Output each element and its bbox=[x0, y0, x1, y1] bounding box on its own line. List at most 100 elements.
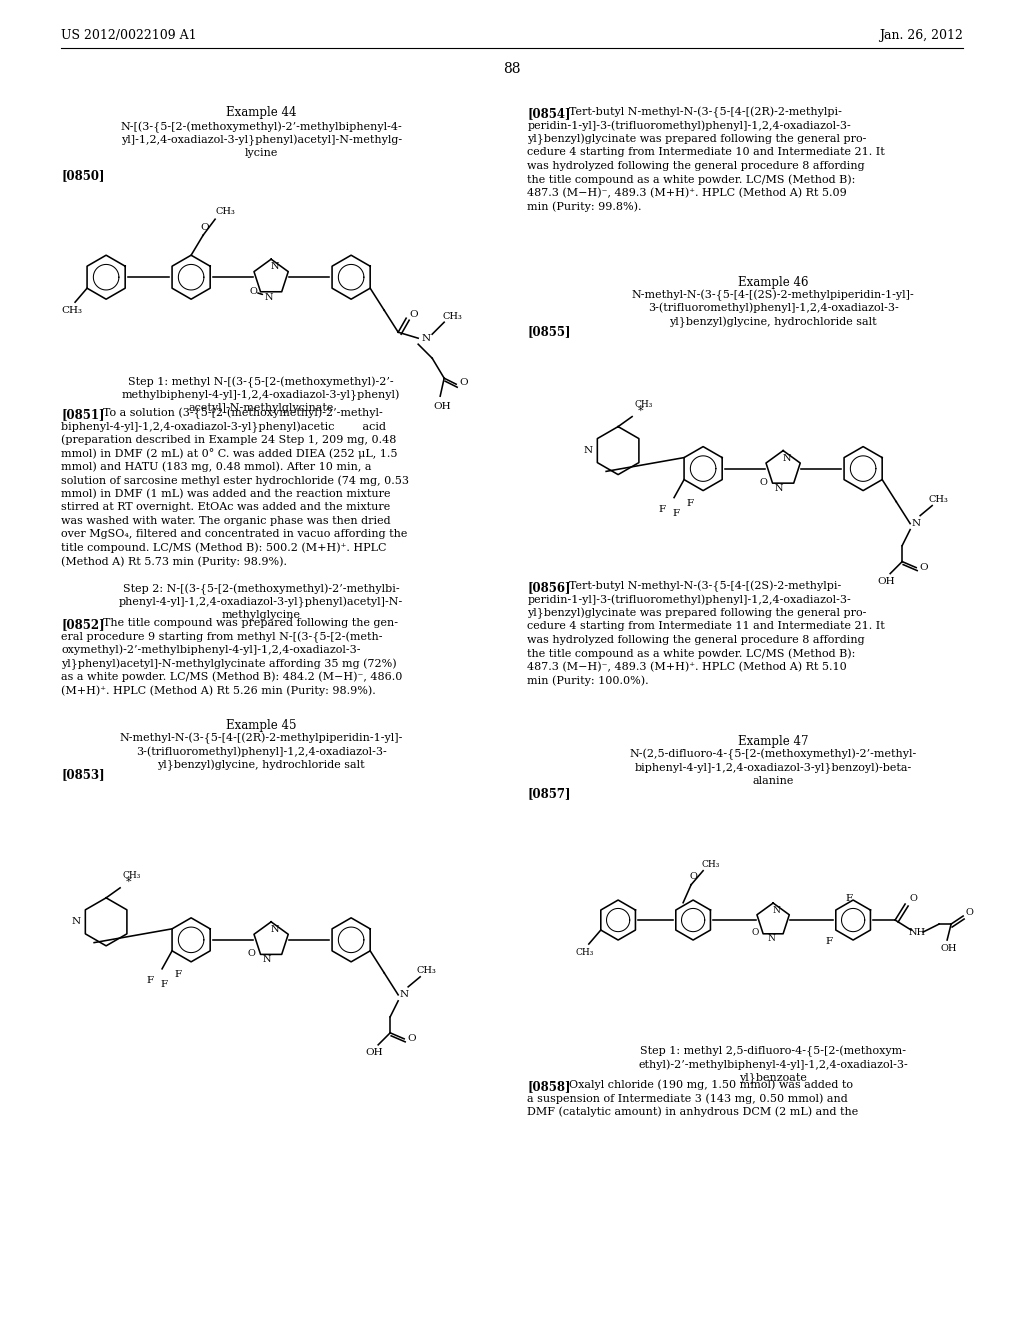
Text: biphenyl-4-yl]-1,2,4-oxadiazol-3-yl}phenyl)acetic        acid: biphenyl-4-yl]-1,2,4-oxadiazol-3-yl}phen… bbox=[61, 421, 386, 433]
Text: (Method A) Rt 5.73 min (Purity: 98.9%).: (Method A) Rt 5.73 min (Purity: 98.9%). bbox=[61, 557, 288, 568]
Text: yl}benzyl)glycine, hydrochloride salt: yl}benzyl)glycine, hydrochloride salt bbox=[158, 760, 365, 771]
Text: O: O bbox=[460, 378, 469, 387]
Text: mmol) and HATU (183 mg, 0.48 mmol). After 10 min, a: mmol) and HATU (183 mg, 0.48 mmol). Afte… bbox=[61, 462, 372, 473]
Text: alanine: alanine bbox=[753, 776, 794, 785]
Text: [0850]: [0850] bbox=[61, 169, 104, 182]
Text: O: O bbox=[408, 1035, 417, 1043]
Text: (M+H)⁺. HPLC (Method A) Rt 5.26 min (Purity: 98.9%).: (M+H)⁺. HPLC (Method A) Rt 5.26 min (Pur… bbox=[61, 685, 376, 696]
Text: N: N bbox=[767, 933, 775, 942]
Text: CH₃: CH₃ bbox=[635, 400, 653, 409]
Text: N: N bbox=[422, 334, 431, 343]
Text: methylbiphenyl-4-yl]-1,2,4-oxadiazol-3-yl}phenyl): methylbiphenyl-4-yl]-1,2,4-oxadiazol-3-y… bbox=[122, 389, 400, 401]
Text: CH₃: CH₃ bbox=[928, 495, 948, 504]
Text: O: O bbox=[752, 928, 759, 937]
Text: N-(2,5-difluoro-4-{5-[2-(methoxymethyl)-2’-methyl-: N-(2,5-difluoro-4-{5-[2-(methoxymethyl)-… bbox=[630, 748, 916, 760]
Text: (preparation described in Example 24 Step 1, 209 mg, 0.48: (preparation described in Example 24 Ste… bbox=[61, 434, 397, 445]
Text: F: F bbox=[161, 981, 168, 990]
Text: yl}benzoate: yl}benzoate bbox=[739, 1072, 807, 1084]
Text: Example 46: Example 46 bbox=[738, 276, 808, 289]
Text: mmol) in DMF (2 mL) at 0° C. was added DIEA (252 μL, 1.5: mmol) in DMF (2 mL) at 0° C. was added D… bbox=[61, 449, 398, 459]
Text: [0856]: [0856] bbox=[527, 581, 570, 594]
Text: yl}phenyl)acetyl]-N-methylglycinate affording 35 mg (72%): yl}phenyl)acetyl]-N-methylglycinate affo… bbox=[61, 659, 397, 669]
Text: ethyl)-2’-methylbiphenyl-4-yl]-1,2,4-oxadiazol-3-: ethyl)-2’-methylbiphenyl-4-yl]-1,2,4-oxa… bbox=[638, 1059, 908, 1069]
Text: F: F bbox=[686, 499, 693, 508]
Text: [0854]: [0854] bbox=[527, 107, 570, 120]
Text: F: F bbox=[846, 894, 853, 903]
Text: Step 2: N-[(3-{5-[2-(methoxymethyl)-2’-methylbi-: Step 2: N-[(3-{5-[2-(methoxymethyl)-2’-m… bbox=[123, 583, 399, 595]
Text: CH₃: CH₃ bbox=[123, 871, 141, 880]
Text: O: O bbox=[201, 223, 210, 232]
Text: N-methyl-N-(3-{5-[4-[(2S)-2-methylpiperidin-1-yl]-: N-methyl-N-(3-{5-[4-[(2S)-2-methylpiperi… bbox=[632, 289, 914, 301]
Text: O: O bbox=[920, 564, 929, 572]
Text: CH₃: CH₃ bbox=[416, 966, 436, 975]
Text: yl}benzyl)glycinate was prepared following the general pro-: yl}benzyl)glycinate was prepared followi… bbox=[527, 607, 866, 619]
Text: OH: OH bbox=[433, 401, 451, 411]
Text: over MgSO₄, filtered and concentrated in vacuo affording the: over MgSO₄, filtered and concentrated in… bbox=[61, 529, 408, 540]
Text: as a white powder. LC/MS (Method B): 484.2 (M−H)⁻, 486.0: as a white powder. LC/MS (Method B): 484… bbox=[61, 672, 402, 682]
Text: F: F bbox=[673, 510, 680, 519]
Text: N: N bbox=[72, 917, 81, 927]
Text: N: N bbox=[263, 956, 271, 965]
Text: N: N bbox=[775, 484, 783, 494]
Text: was hydrolyzed following the general procedure 8 affording: was hydrolyzed following the general pro… bbox=[527, 635, 865, 644]
Text: OH: OH bbox=[878, 577, 895, 586]
Text: *: * bbox=[125, 876, 131, 887]
Text: CH₃: CH₃ bbox=[701, 861, 720, 869]
Text: F: F bbox=[146, 977, 154, 985]
Text: OH: OH bbox=[941, 944, 957, 953]
Text: Jan. 26, 2012: Jan. 26, 2012 bbox=[879, 29, 963, 42]
Text: biphenyl-4-yl]-1,2,4-oxadiazol-3-yl}benzoyl)-beta-: biphenyl-4-yl]-1,2,4-oxadiazol-3-yl}benz… bbox=[635, 762, 911, 774]
Text: O: O bbox=[249, 286, 257, 296]
Text: N-methyl-N-(3-{5-[4-[(2R)-2-methylpiperidin-1-yl]-: N-methyl-N-(3-{5-[4-[(2R)-2-methylpiperi… bbox=[120, 733, 402, 744]
Text: 487.3 (M−H)⁻, 489.3 (M+H)⁺. HPLC (Method A) Rt 5.09: 487.3 (M−H)⁻, 489.3 (M+H)⁺. HPLC (Method… bbox=[527, 187, 847, 198]
Text: solution of sarcosine methyl ester hydrochloride (74 mg, 0.53: solution of sarcosine methyl ester hydro… bbox=[61, 475, 410, 486]
Text: N: N bbox=[271, 925, 280, 935]
Text: [0855]: [0855] bbox=[527, 325, 570, 338]
Text: N-[(3-{5-[2-(methoxymethyl)-2’-methylbiphenyl-4-: N-[(3-{5-[2-(methoxymethyl)-2’-methylbip… bbox=[120, 121, 402, 133]
Text: methylglycine: methylglycine bbox=[221, 610, 301, 620]
Text: O: O bbox=[966, 908, 973, 916]
Text: yl}benzyl)glycine, hydrochloride salt: yl}benzyl)glycine, hydrochloride salt bbox=[670, 317, 877, 327]
Text: yl}benzyl)glycinate was prepared following the general pro-: yl}benzyl)glycinate was prepared followi… bbox=[527, 133, 866, 145]
Text: [0858]: [0858] bbox=[527, 1080, 570, 1093]
Text: NH: NH bbox=[908, 928, 926, 937]
Text: stirred at RT overnight. EtOAc was added and the mixture: stirred at RT overnight. EtOAc was added… bbox=[61, 503, 391, 512]
Text: a suspension of Intermediate 3 (143 mg, 0.50 mmol) and: a suspension of Intermediate 3 (143 mg, … bbox=[527, 1093, 848, 1104]
Text: cedure 4 starting from Intermediate 10 and Intermediate 21. It: cedure 4 starting from Intermediate 10 a… bbox=[527, 148, 885, 157]
Text: lycine: lycine bbox=[245, 148, 278, 158]
Text: [0851]: [0851] bbox=[61, 408, 104, 421]
Text: N: N bbox=[783, 454, 792, 463]
Text: the title compound as a white powder. LC/MS (Method B):: the title compound as a white powder. LC… bbox=[527, 174, 856, 185]
Text: The title compound was prepared following the gen-: The title compound was prepared followin… bbox=[103, 618, 398, 628]
Text: title compound. LC/MS (Method B): 500.2 (M+H)⁺. HPLC: title compound. LC/MS (Method B): 500.2 … bbox=[61, 543, 387, 553]
Text: F: F bbox=[658, 506, 666, 513]
Text: Oxalyl chloride (190 mg, 1.50 mmol) was added to: Oxalyl chloride (190 mg, 1.50 mmol) was … bbox=[569, 1080, 853, 1090]
Text: O: O bbox=[759, 478, 767, 487]
Text: Example 45: Example 45 bbox=[226, 719, 296, 733]
Text: F: F bbox=[174, 970, 181, 979]
Text: was hydrolyzed following the general procedure 8 affording: was hydrolyzed following the general pro… bbox=[527, 161, 865, 170]
Text: cedure 4 starting from Intermediate 11 and Intermediate 21. It: cedure 4 starting from Intermediate 11 a… bbox=[527, 622, 885, 631]
Text: Tert-butyl N-methyl-N-(3-{5-[4-[(2R)-2-methylpi-: Tert-butyl N-methyl-N-(3-{5-[4-[(2R)-2-m… bbox=[569, 107, 842, 119]
Text: 3-(trifluoromethyl)phenyl]-1,2,4-oxadiazol-3-: 3-(trifluoromethyl)phenyl]-1,2,4-oxadiaz… bbox=[136, 746, 386, 756]
Text: phenyl-4-yl]-1,2,4-oxadiazol-3-yl}phenyl)acetyl]-N-: phenyl-4-yl]-1,2,4-oxadiazol-3-yl}phenyl… bbox=[119, 597, 403, 609]
Text: N: N bbox=[271, 261, 280, 271]
Text: 3-(trifluoromethyl)phenyl]-1,2,4-oxadiazol-3-: 3-(trifluoromethyl)phenyl]-1,2,4-oxadiaz… bbox=[648, 302, 898, 313]
Text: US 2012/0022109 A1: US 2012/0022109 A1 bbox=[61, 29, 197, 42]
Text: N: N bbox=[911, 519, 921, 528]
Text: CH₃: CH₃ bbox=[215, 207, 236, 215]
Text: Example 44: Example 44 bbox=[226, 106, 296, 119]
Text: acetyl]-N-methylglycinate: acetyl]-N-methylglycinate bbox=[188, 403, 334, 413]
Text: Example 47: Example 47 bbox=[738, 735, 808, 748]
Text: mmol) in DMF (1 mL) was added and the reaction mixture: mmol) in DMF (1 mL) was added and the re… bbox=[61, 488, 391, 499]
Text: N: N bbox=[772, 907, 780, 915]
Text: N: N bbox=[265, 293, 273, 302]
Text: O: O bbox=[689, 873, 697, 882]
Text: N: N bbox=[399, 990, 409, 999]
Text: F: F bbox=[825, 937, 833, 946]
Text: oxymethyl)-2’-methylbiphenyl-4-yl]-1,2,4-oxadiazol-3-: oxymethyl)-2’-methylbiphenyl-4-yl]-1,2,4… bbox=[61, 644, 360, 655]
Text: peridin-1-yl]-3-(trifluoromethyl)phenyl]-1,2,4-oxadiazol-3-: peridin-1-yl]-3-(trifluoromethyl)phenyl]… bbox=[527, 594, 851, 605]
Text: CH₃: CH₃ bbox=[442, 312, 462, 321]
Text: O: O bbox=[909, 894, 918, 903]
Text: To a solution (3-{5-[2-(methoxymethyl)-2’-methyl-: To a solution (3-{5-[2-(methoxymethyl)-2… bbox=[103, 408, 383, 420]
